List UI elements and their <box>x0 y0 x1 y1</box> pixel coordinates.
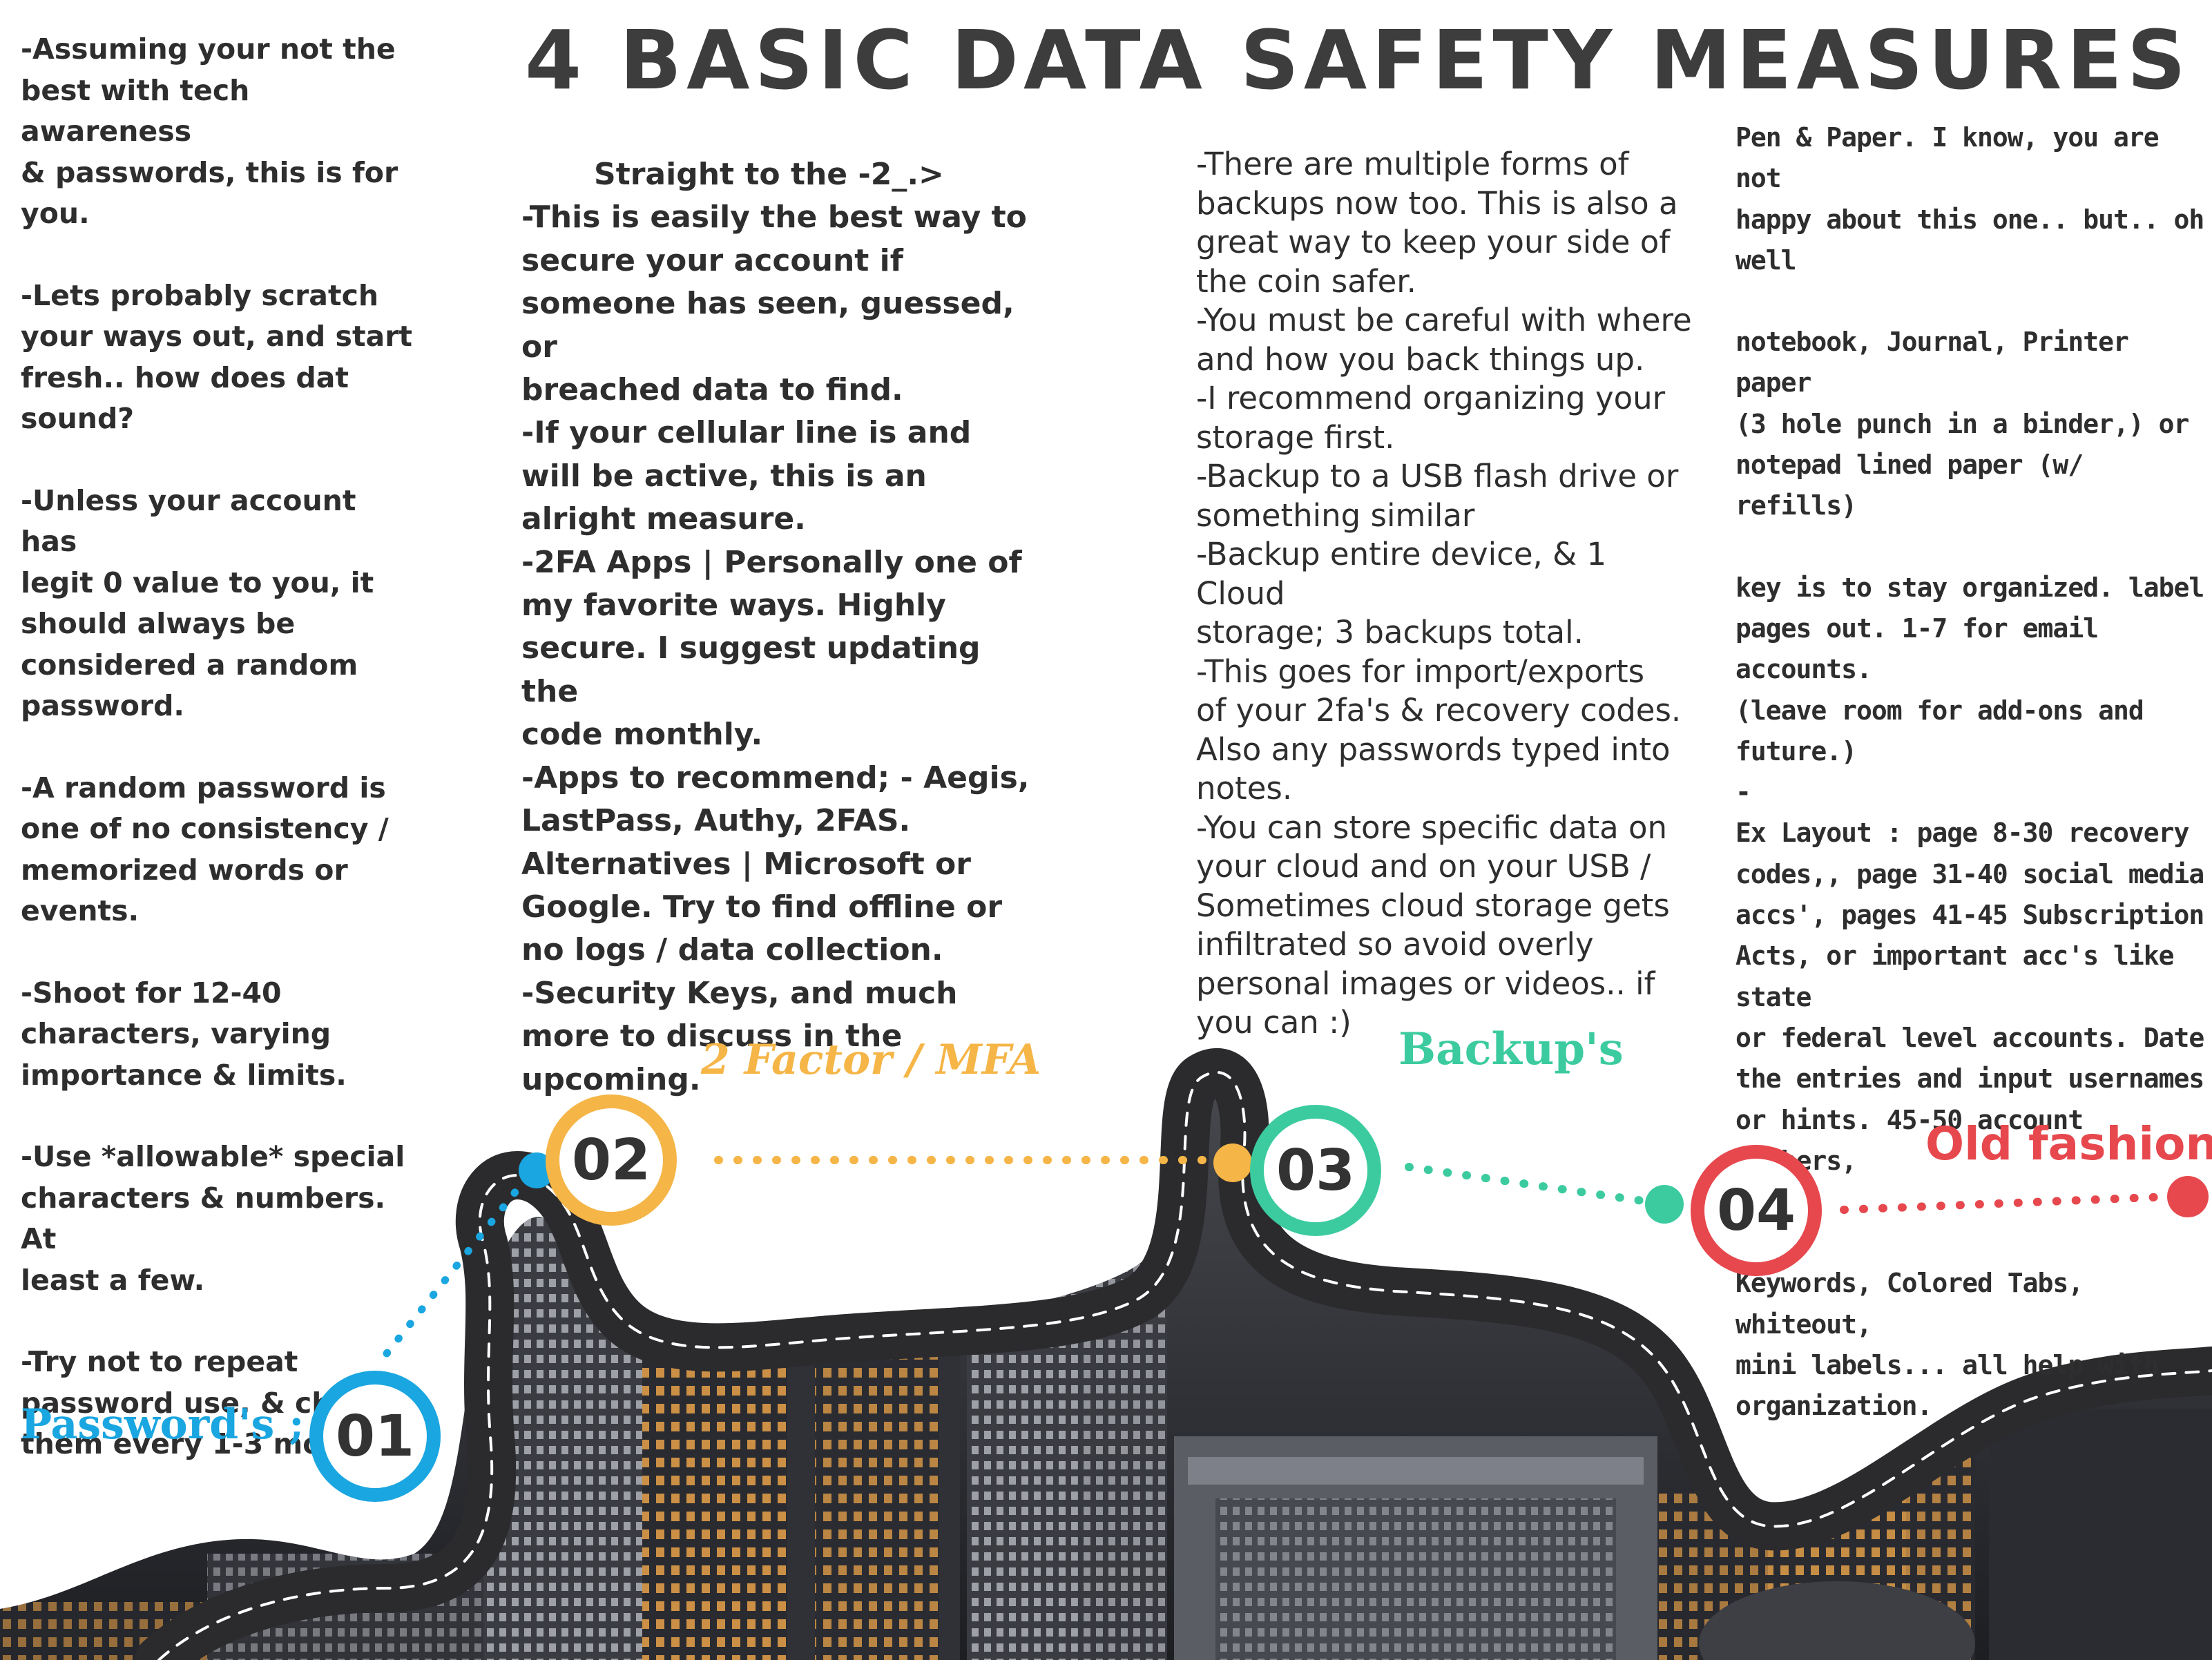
passwords-column: -Assuming your not the best with tech aw… <box>21 29 421 1506</box>
column1-paragraph: -Assuming your not the best with tech aw… <box>21 32 398 230</box>
backups-body: -There are multiple forms of backups now… <box>1196 146 1692 1041</box>
step-3-badge: 03 <box>1250 1105 1381 1236</box>
page-title: 4 BASIC DATA SAFETY MEASURES <box>525 12 2191 108</box>
column1-paragraph: -Unless your account has legit 0 value t… <box>21 483 374 723</box>
step-connectors <box>383 1143 2209 1358</box>
column1-paragraph: -A random password is one of no consiste… <box>21 771 389 928</box>
step-2-badge: 02 <box>546 1094 677 1226</box>
step-1-badge: 01 <box>309 1371 441 1502</box>
step-2-label: 2 Factor / MFA <box>701 1036 1041 1084</box>
column4-paragraph: notebook, Journal, Printer paper (3 hole… <box>1735 327 2189 521</box>
column1-paragraph: -Shoot for 12-40 characters, varying imp… <box>21 976 347 1092</box>
two-factor-heading: Straight to the -2_.> <box>594 157 944 192</box>
step-4-label: Old fashioned <box>1925 1117 2212 1170</box>
two-factor-body: -This is easily the best way to secure y… <box>521 200 1030 1097</box>
step-1-label: Password's ; <box>21 1400 305 1449</box>
column4-paragraph: Keywords, Colored Tabs, whiteout, mini l… <box>1735 1268 2160 1422</box>
column4-paragraph: key is to stay organized. label pages ou… <box>1735 572 2204 808</box>
step-4-badge: 04 <box>1691 1145 1822 1276</box>
two-factor-column: Straight to the -2_.> -This is easily th… <box>521 153 1046 1101</box>
column1-paragraph: -Use *allowable* special characters & nu… <box>21 1140 405 1297</box>
column4-paragraph: Pen & Paper. I know, you are not happy a… <box>1735 122 2204 276</box>
step-3-label: Backup's <box>1398 1023 1624 1075</box>
backups-column: -There are multiple forms of backups now… <box>1196 145 1693 1043</box>
old-fashioned-column: Pen & Paper. I know, you are not happy a… <box>1735 117 2212 1468</box>
winding-road <box>135 1048 2212 1660</box>
column1-paragraph: -Lets probably scratch your ways out, an… <box>21 278 413 436</box>
